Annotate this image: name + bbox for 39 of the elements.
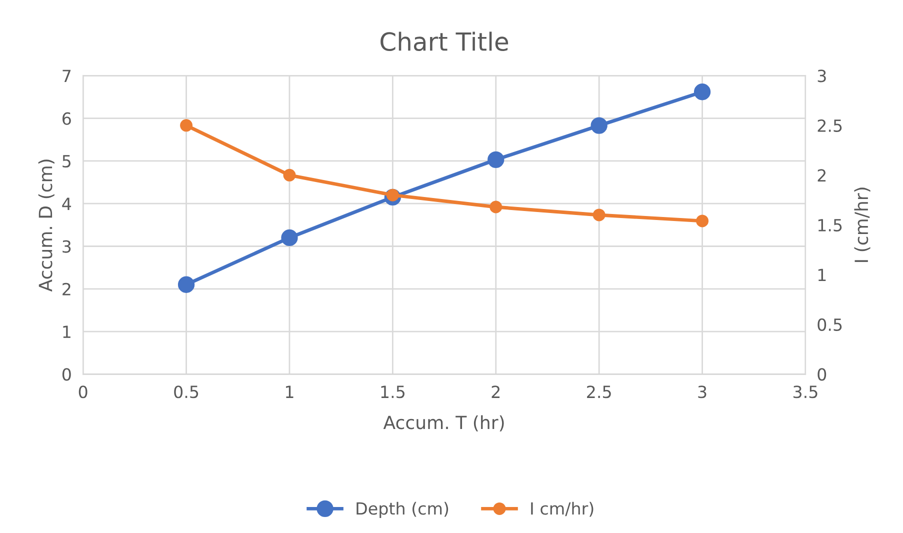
point bbox=[590, 117, 608, 134]
point bbox=[694, 84, 711, 100]
legend-label: Depth (cm) bbox=[356, 502, 448, 518]
y-tick-label: 1 bbox=[63, 326, 70, 338]
y-tick-label: 3 bbox=[62, 240, 71, 253]
y-tick-label: 0 bbox=[62, 368, 71, 381]
point bbox=[180, 119, 193, 132]
legend-label: I cm/hr) bbox=[531, 502, 594, 517]
x-tick-label: 2.5 bbox=[587, 386, 611, 398]
y2-tick-label: 3 bbox=[818, 70, 826, 82]
y2-tick-label: 0 bbox=[818, 368, 826, 381]
y-tick-label: 4 bbox=[62, 198, 72, 210]
point bbox=[283, 168, 296, 182]
x-tick-label: 1.5 bbox=[381, 386, 404, 398]
x-tick-label: 1 bbox=[286, 386, 294, 398]
y2-tick-label: 2 bbox=[818, 169, 826, 182]
y-tick-label: 6 bbox=[62, 112, 71, 125]
point bbox=[592, 208, 606, 222]
point bbox=[178, 276, 195, 293]
y2-tick-label: 0.5 bbox=[818, 318, 842, 331]
x-tick-label: 0 bbox=[78, 386, 88, 398]
y2-tick-label: 2.5 bbox=[818, 119, 842, 132]
x-tick-label: 2 bbox=[492, 386, 500, 398]
x-tick-label: 3.5 bbox=[793, 386, 818, 398]
point bbox=[490, 200, 502, 214]
y-tick-label: 2 bbox=[62, 282, 70, 296]
x-tick-label: 0.5 bbox=[174, 386, 198, 398]
y-tick-label: 5 bbox=[62, 155, 71, 168]
point bbox=[488, 151, 504, 168]
point bbox=[696, 214, 709, 228]
y2-axis-title: I (cm/hr) bbox=[854, 188, 870, 262]
y-tick-label: 7 bbox=[62, 70, 71, 82]
point bbox=[281, 229, 298, 246]
chart-title: Chart Title bbox=[380, 32, 508, 52]
y-axis-title: Accum. D (cm) bbox=[38, 160, 54, 292]
y2-tick-label: 1.5 bbox=[818, 219, 842, 232]
y2-tick-label: 1 bbox=[818, 268, 826, 282]
x-tick-label: 3 bbox=[698, 386, 706, 398]
x-axis-title: Accum. T (hr) bbox=[383, 415, 504, 432]
